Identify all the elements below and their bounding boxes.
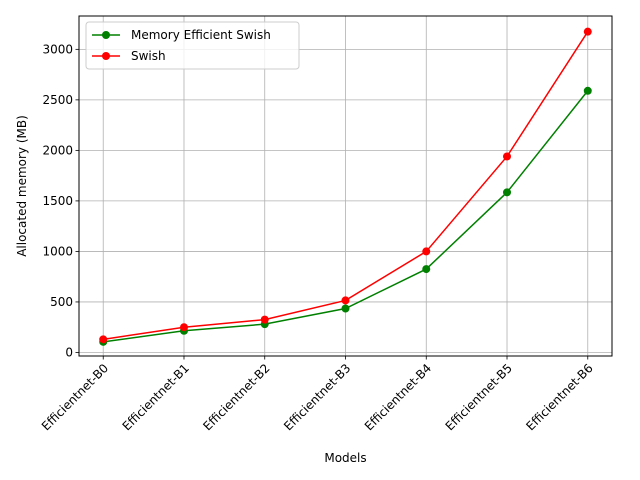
data-point [341,304,350,313]
series-layer [99,27,592,346]
data-point [179,323,188,332]
legend-box [85,21,300,70]
grid [79,16,612,356]
data-point [422,265,431,274]
y-tick-label: 1500 [42,194,73,208]
legend-label: Memory Efficient Swish [131,28,271,42]
legend-marker [102,52,110,60]
legend: Memory Efficient Swish Swish [85,21,300,70]
data-point [422,247,431,256]
data-point [99,335,108,344]
data-point [583,86,592,95]
y-tick-label: 2500 [42,93,73,107]
data-point [583,27,592,36]
data-point [341,296,350,305]
y-tick-label: 0 [65,345,73,359]
y-tick-label: 2000 [42,143,73,157]
legend-marker [102,31,110,39]
data-point [503,152,512,161]
x-axis-label: Models [324,451,366,465]
y-tick-label: 500 [50,295,73,309]
data-point [503,188,512,197]
legend-label: Swish [131,49,166,63]
y-tick-label: 1000 [42,244,73,258]
data-point [260,315,269,324]
y-tick-label: 3000 [42,42,73,56]
y-axis-label: Allocated memory (MB) [15,115,29,257]
